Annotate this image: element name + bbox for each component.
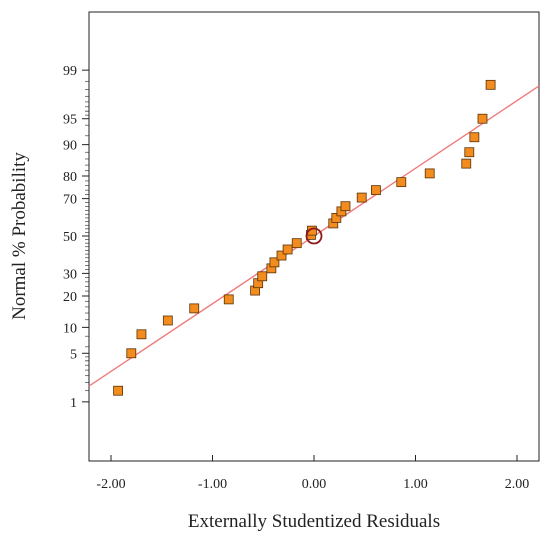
x-axis-title: Externally Studentized Residuals — [188, 511, 440, 532]
x-tick-label: -1.00 — [198, 477, 227, 492]
y-tick-label: 50 — [63, 230, 77, 245]
data-point — [282, 244, 293, 255]
data-point — [469, 132, 480, 143]
highlight-ring — [305, 227, 323, 245]
data-point — [223, 294, 234, 305]
y-tick-label: 10 — [63, 321, 77, 336]
data-point — [477, 113, 488, 124]
data-point — [136, 329, 147, 340]
data-point — [291, 238, 302, 249]
axis-ticks: -2.00 -1.00 0.00 1.00 2.00 1 5 10 20 30 50 70 80 90 95… — [63, 64, 529, 492]
highlight-group — [305, 227, 323, 245]
data-point — [371, 185, 381, 196]
data-point — [424, 168, 435, 179]
data-point — [162, 315, 173, 326]
x-tick-label: 1.00 — [403, 477, 428, 492]
y-minor-ticks — [85, 80, 89, 392]
y-axis-title: Normal % Probability — [9, 152, 30, 320]
data-point — [307, 225, 317, 236]
y-tick-label: 95 — [63, 113, 77, 128]
data-point — [269, 257, 280, 268]
y-tick-label: 80 — [63, 170, 77, 185]
y-tick-label: 5 — [70, 347, 77, 362]
x-tick-label: -2.00 — [96, 477, 125, 492]
data-point — [396, 177, 407, 188]
y-tick-label: 99 — [63, 64, 77, 79]
y-tick-label: 70 — [63, 193, 77, 208]
data-point — [485, 79, 496, 90]
y-tick-label: 90 — [63, 139, 77, 154]
data-point — [276, 250, 287, 261]
x-tick-label: 0.00 — [302, 477, 327, 492]
y-tick-label: 30 — [63, 267, 77, 282]
data-point — [189, 303, 200, 314]
data-point — [257, 271, 268, 282]
data-point — [331, 213, 342, 223]
data-point — [464, 147, 475, 158]
y-tick-label: 20 — [63, 290, 77, 305]
x-tick-label: 2.00 — [505, 477, 530, 492]
data-point — [356, 192, 367, 203]
y-tick-label: 1 — [70, 396, 77, 411]
data-point — [340, 201, 351, 212]
data-point — [126, 348, 137, 359]
data-point — [461, 158, 472, 169]
data-point — [113, 385, 124, 396]
